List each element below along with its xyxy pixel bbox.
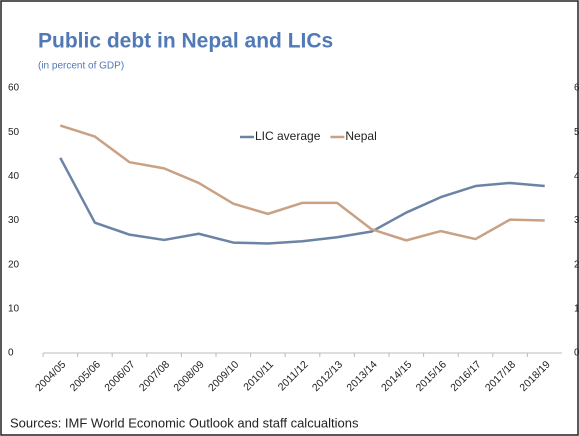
legend-label: Nepal bbox=[345, 129, 376, 143]
y-tick-label: 10 bbox=[8, 303, 20, 314]
y2-tick-label: 50 bbox=[574, 127, 579, 138]
series-line bbox=[59, 124, 545, 242]
legend-label: LIC average bbox=[255, 129, 321, 143]
chart-subtitle: (in percent of GDP) bbox=[38, 61, 124, 72]
series-line bbox=[59, 157, 545, 245]
y-tick-label: 0 bbox=[8, 348, 14, 359]
y2-tick-label: 0 bbox=[574, 348, 579, 359]
y2-tick-label: 60 bbox=[574, 83, 579, 94]
y-tick-label: 50 bbox=[8, 127, 20, 138]
chart-title: Public debt in Nepal and LICs bbox=[38, 30, 333, 53]
y2-tick-label: 10 bbox=[574, 303, 579, 314]
source-note: Sources: IMF World Economic Outlook and … bbox=[10, 415, 359, 430]
y-tick-label: 60 bbox=[8, 83, 20, 94]
y-tick-label: 40 bbox=[8, 171, 20, 182]
y-tick-label: 30 bbox=[8, 215, 20, 226]
y2-tick-label: 30 bbox=[574, 215, 579, 226]
y2-tick-label: 20 bbox=[574, 259, 579, 270]
y2-tick-label: 40 bbox=[574, 171, 579, 182]
y-tick-label: 20 bbox=[8, 259, 20, 270]
